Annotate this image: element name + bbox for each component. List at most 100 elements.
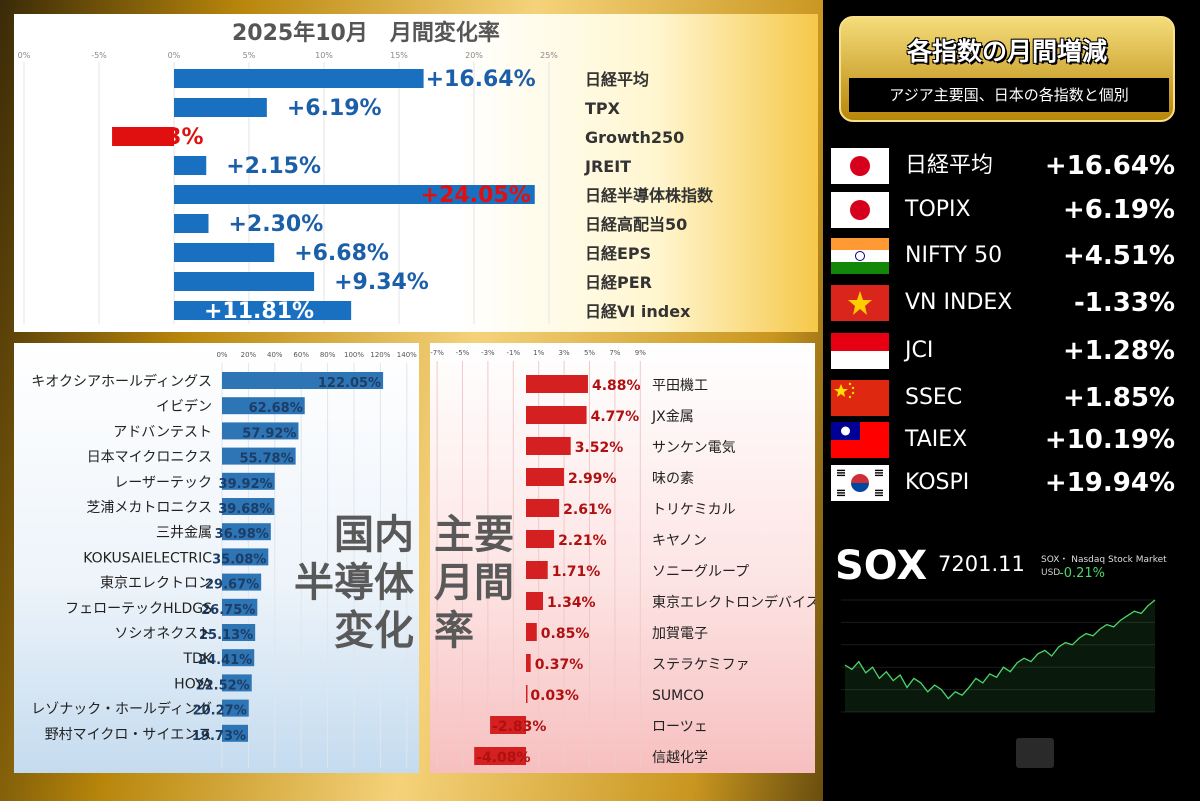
index-name: JCI (905, 338, 934, 363)
bar (222, 724, 249, 742)
bar (222, 649, 255, 667)
range-5d[interactable] (885, 738, 923, 768)
category-label: キヤノン (652, 533, 707, 549)
range-5y[interactable] (1104, 738, 1142, 768)
bar (526, 375, 588, 393)
data-label: 2.21% (558, 533, 607, 549)
range-1y[interactable] (1060, 738, 1098, 768)
major-stocks-chart-svg: -7% -5% -3% -1% 1% 3% 5% 7% 9% 4.88% 平田機工 4.77% JX金属… (430, 349, 815, 768)
axis-tick-label: 120% (370, 351, 390, 359)
axis-tick-label: -3% (481, 349, 495, 357)
range-1m[interactable] (929, 738, 967, 768)
axis-tick-label: 9% (635, 349, 646, 357)
category-label: 日経EPS (585, 244, 651, 263)
bar (174, 243, 275, 262)
axis-tick-label: 60% (293, 351, 309, 359)
category-label: ソシオネクスト (114, 626, 212, 642)
category-label: フェローテックHLDGS (65, 601, 212, 617)
category-label: 芝浦メカトロニクス (86, 500, 212, 516)
data-label: 62.68% (249, 401, 303, 416)
index-name: TAIEX (905, 427, 968, 452)
data-label: +2.15% (226, 154, 321, 179)
index-value: +10.19% (1044, 425, 1175, 455)
data-label: +9.34% (334, 270, 429, 295)
sox-currency: USD (1041, 568, 1061, 578)
axis-tick-label: 20% (465, 51, 483, 60)
category-label: 東京エレクトロン (100, 576, 212, 592)
category-label: TDK (182, 651, 212, 667)
category-label: サンケン電気 (652, 440, 736, 456)
category-label: 野村マイクロ・サイエンス (45, 727, 212, 743)
axis-tick-label: 10% (315, 51, 333, 60)
indonesia-flag-icon (831, 333, 889, 369)
axis-tick-label: 20% (241, 351, 257, 359)
category-label: 日経PER (585, 273, 652, 292)
data-label: 24.41% (198, 653, 252, 668)
bar (222, 598, 258, 616)
sox-change: -0.21% (1059, 566, 1105, 581)
flag (831, 148, 889, 184)
bar (222, 699, 249, 717)
flag (831, 380, 889, 416)
category-label: Growth250 (585, 128, 684, 147)
axis-tick-label: 0% (18, 51, 31, 60)
bar (474, 747, 526, 765)
category-label: 日経VI index (585, 302, 691, 321)
flag (831, 465, 889, 501)
data-label: 39.68% (218, 502, 272, 517)
data-label: 20.27% (193, 704, 247, 719)
data-label: 0.37% (535, 657, 584, 673)
data-label: 22.52% (196, 678, 250, 693)
right-panel: 各指数の月間増減 アジア主要国、日本の各指数と個別 日経平均 +16.64% TOP… (823, 0, 1200, 801)
data-label: 1.71% (552, 564, 601, 580)
axis-tick-label: 0% (168, 51, 181, 60)
data-label: 26.75% (201, 603, 255, 618)
category-label: 日経平均 (585, 70, 649, 89)
chart-title: 2025年10月 月間変化率 (232, 20, 500, 46)
monthly-index-chart-svg: 2025年10月 月間変化率 0% -5% 0% 5% 10% 15% 20% 25% +16.6… (18, 20, 714, 324)
data-label: +24.05% (421, 183, 531, 208)
category-label: トリケミカル (652, 502, 736, 518)
axis-tick-label: 80% (320, 351, 336, 359)
bar (174, 98, 267, 117)
category-label: JREIT (584, 157, 631, 176)
range-ytd[interactable] (1016, 738, 1055, 768)
axis-tick-label: 1% (533, 349, 544, 357)
data-label: 29.67% (205, 578, 259, 593)
overlay-title: 変化 (334, 608, 414, 654)
bar (222, 498, 275, 515)
bar (526, 530, 555, 548)
panel-title: 各指数の月間増減 (906, 37, 1107, 66)
bar (222, 624, 256, 641)
bar (112, 127, 174, 146)
category-label: 日経半導体株指数 (585, 186, 714, 205)
panel-subtitle: アジア主要国、日本の各指数と個別 (849, 78, 1169, 112)
index-value: +19.94% (1044, 468, 1175, 498)
sox-label: SOX (835, 543, 928, 589)
sox-source: SOX・ Nasdaq Stock Market (1041, 555, 1167, 565)
index-name: 日経平均 (905, 153, 994, 178)
category-label: HOYA (174, 676, 212, 692)
japan-flag-icon (831, 148, 889, 184)
bar (174, 69, 424, 88)
axis-tick-label: 5% (584, 349, 595, 357)
range-max[interactable] (1148, 738, 1186, 768)
bar (222, 674, 252, 692)
bar (222, 422, 299, 440)
data-label: 35.08% (212, 552, 266, 567)
data-label: -2.83% (492, 719, 546, 735)
overlay-title: 月間 (434, 560, 514, 606)
sox-value: 7201.11 (938, 552, 1025, 576)
bar (222, 548, 269, 566)
index-name: KOSPI (905, 470, 970, 495)
category-label: 信越化学 (652, 750, 708, 766)
bar (526, 623, 537, 641)
range-6m[interactable] (973, 738, 1011, 768)
bar (222, 472, 275, 490)
bar (526, 685, 528, 703)
bar (490, 716, 526, 734)
major-stocks-chart: -7% -5% -3% -1% 1% 3% 5% 7% 9% 4.88% 平田機工 4.77% JX金属… (430, 343, 815, 773)
axis-tick-label: 15% (390, 51, 408, 60)
range-1d[interactable] (841, 738, 879, 768)
category-label: アドバンテスト (113, 424, 212, 440)
